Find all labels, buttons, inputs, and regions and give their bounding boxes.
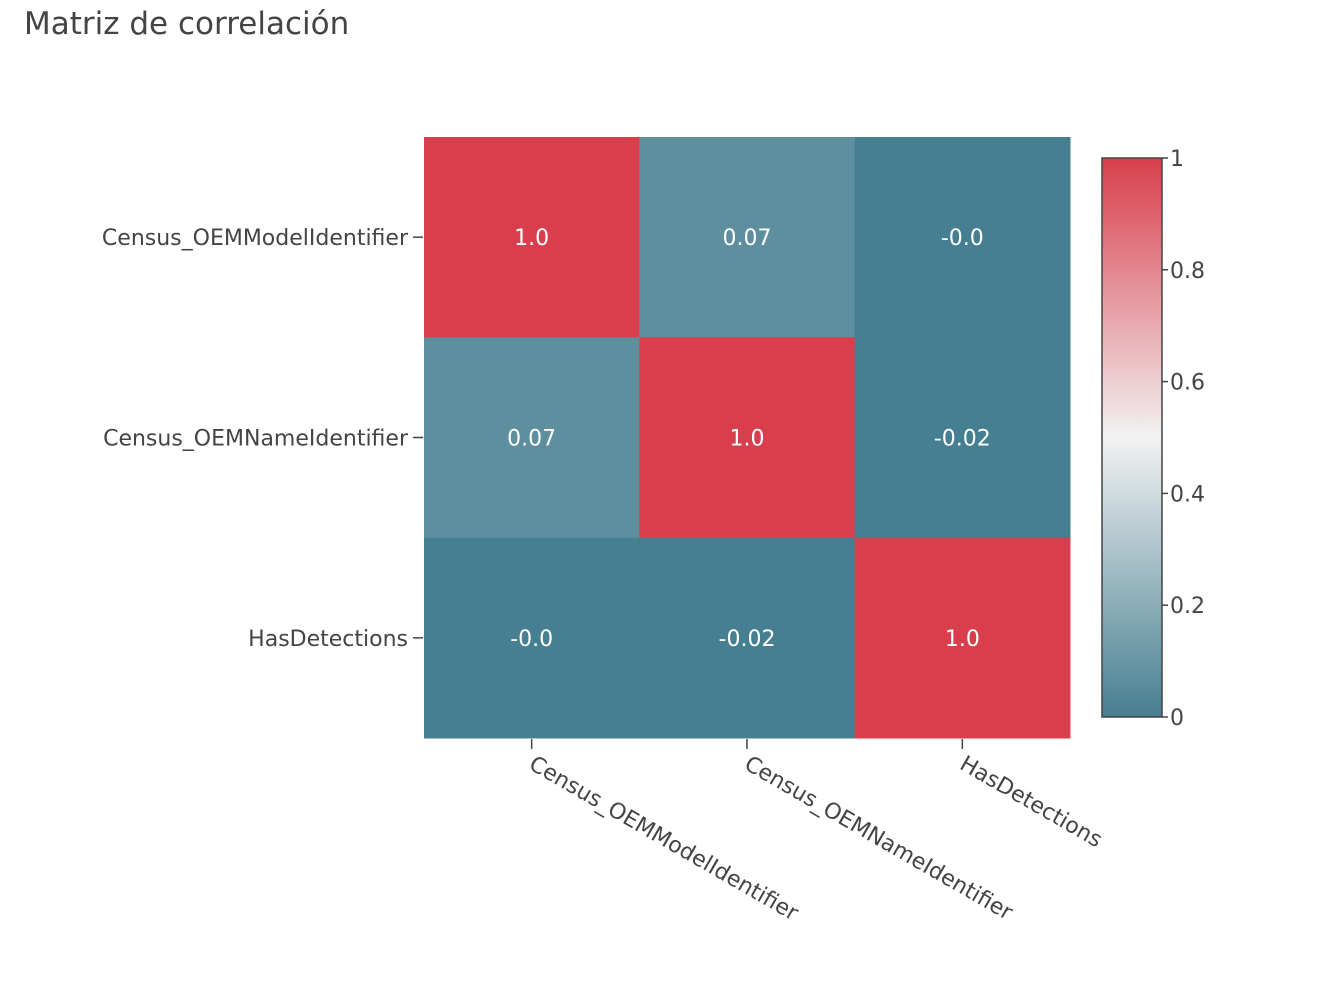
heatmap-cell [424, 537, 640, 739]
cell-value-label: 1.0 [514, 226, 549, 251]
heatmap-cell [854, 137, 1071, 338]
heatmap-cell [424, 337, 640, 539]
heatmap-cell [639, 537, 856, 739]
heatmap-cells [424, 137, 1071, 739]
heatmap-cell [854, 537, 1071, 739]
heatmap-cell [639, 137, 856, 338]
y-tick-label: HasDetections [248, 627, 408, 652]
cell-value-label: -0.0 [510, 627, 553, 652]
y-tick-label: Census_OEMModelIdentifier [102, 226, 409, 251]
heatmap-cell-labels: 1.0 0.07 -0.0 0.07 1.0 -0.02 -0.0 -0.02 1.0 [507, 226, 991, 652]
colorbar-tick-label: 0.4 [1170, 482, 1205, 507]
chart-title: Matriz de correlación [24, 6, 350, 42]
x-tick-label: HasDetections [955, 752, 1106, 854]
cell-value-label: 0.07 [507, 427, 556, 452]
x-axis: Census_OEMModelIdentifierCensus_OEMNameI… [525, 739, 1106, 927]
heatmap-cell [639, 337, 856, 539]
colorbar-tick-label: 1 [1170, 147, 1184, 172]
heatmap-cell [424, 137, 640, 338]
cell-value-label: 1.0 [945, 627, 980, 652]
colorbar-tick-label: 0 [1170, 706, 1184, 731]
heatmap-cell [854, 337, 1071, 539]
colorbar-gradient [1101, 157, 1163, 718]
cell-value-label: -0.02 [934, 427, 991, 452]
y-tick-label: Census_OEMNameIdentifier [103, 427, 409, 452]
colorbar-tick-label: 0.2 [1170, 594, 1205, 619]
y-axis: Census_OEMModelIdentifier Census_OEMNameI… [102, 226, 423, 652]
cell-value-label: 0.07 [723, 226, 772, 251]
colorbar-tick-label: 0.6 [1170, 371, 1205, 396]
cell-value-label: -0.0 [941, 226, 984, 251]
colorbar: 0 0.2 0.4 0.6 0.8 1 [1101, 147, 1205, 731]
colorbar-tick-label: 0.8 [1170, 259, 1205, 284]
cell-value-label: -0.02 [719, 627, 776, 652]
cell-value-label: 1.0 [730, 427, 765, 452]
